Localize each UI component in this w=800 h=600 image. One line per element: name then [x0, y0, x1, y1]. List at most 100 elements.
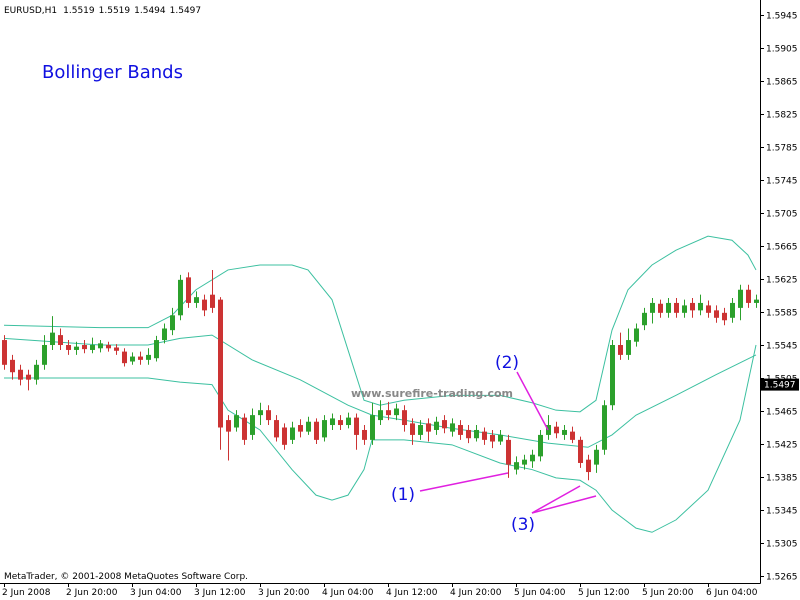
- candle-body: [42, 345, 47, 365]
- candle-body: [682, 305, 687, 313]
- candle-body: [482, 431, 487, 440]
- candle-body: [242, 417, 247, 440]
- header-open: 1.5519: [63, 6, 95, 16]
- candle-body: [282, 427, 287, 445]
- candle-body: [34, 364, 39, 380]
- candle-body: [450, 423, 455, 432]
- symbol: EURUSD,H1: [4, 6, 57, 16]
- candle-body: [410, 423, 415, 435]
- x-tick-label: 4 Jun 04:00: [322, 588, 374, 598]
- candle-body: [82, 345, 87, 350]
- candle-body: [426, 423, 431, 432]
- candle-body: [610, 345, 615, 406]
- watermark: www.surefire-trading.com: [351, 387, 513, 400]
- header-high: 1.5519: [99, 6, 131, 16]
- candle-body: [634, 328, 639, 342]
- candle-body: [642, 312, 647, 326]
- candle-body: [26, 374, 31, 380]
- candle-body: [2, 340, 7, 365]
- candle-body: [498, 434, 503, 442]
- x-tick-label: 5 Jun 04:00: [514, 588, 566, 598]
- candle-body: [258, 410, 263, 416]
- candle-body: [666, 302, 671, 313]
- y-tick-label: 1.5785: [766, 144, 798, 154]
- annotation-line: [531, 485, 581, 514]
- candle-body: [730, 302, 735, 318]
- header-close: 1.5497: [170, 6, 202, 16]
- y-tick-label: 1.5905: [766, 45, 798, 55]
- candle-body: [618, 345, 623, 355]
- candle-body: [394, 408, 399, 416]
- candle-body: [146, 354, 151, 360]
- candle-body: [530, 454, 535, 462]
- candle-body: [322, 420, 327, 438]
- y-tick-label: 1.5625: [766, 276, 798, 286]
- annotation-lines: [419, 371, 597, 514]
- candle-body: [50, 332, 55, 346]
- y-tick-label: 1.5385: [766, 474, 798, 484]
- candle-body: [602, 405, 607, 450]
- candle-body: [18, 369, 23, 380]
- candle-body: [178, 279, 183, 316]
- y-tick-label: 1.5825: [766, 111, 798, 121]
- candle-body: [650, 302, 655, 313]
- annotation: (2): [495, 353, 519, 373]
- candle-body: [514, 462, 519, 470]
- annotation-line: [531, 495, 597, 514]
- candle-body: [490, 434, 495, 442]
- candle-body: [330, 418, 335, 426]
- candle-body: [754, 299, 759, 303]
- candle-body: [554, 426, 559, 434]
- candle-body: [122, 351, 127, 364]
- bollinger-band: [4, 344, 757, 533]
- y-tick-label: 1.5345: [766, 507, 798, 517]
- annotation: (3): [511, 515, 535, 535]
- candle-body: [266, 410, 271, 421]
- candle-body: [538, 434, 543, 457]
- x-tick-label: 4 Jun 20:00: [450, 588, 502, 598]
- y-tick-label: 1.5265: [766, 573, 798, 583]
- candle-body: [106, 345, 111, 349]
- candle-body: [346, 417, 351, 426]
- x-tick-label: 5 Jun 12:00: [578, 588, 630, 598]
- current-price-label: 1.5497: [764, 381, 796, 391]
- y-tick-label: 1.5465: [766, 408, 798, 418]
- x-tick-label: 3 Jun 12:00: [194, 588, 246, 598]
- candle-body: [10, 359, 15, 373]
- candle-body: [474, 429, 479, 439]
- candle-body: [378, 410, 383, 421]
- header-low: 1.5494: [134, 6, 166, 16]
- candle-body: [434, 421, 439, 430]
- candle-body: [370, 415, 375, 440]
- candle-body: [154, 340, 159, 359]
- x-tick-label: 3 Jun 04:00: [130, 588, 182, 598]
- candle-body: [506, 439, 511, 465]
- candle-body: [90, 345, 95, 350]
- candle-body: [170, 315, 175, 331]
- y-tick-label: 1.5705: [766, 210, 798, 220]
- candle-body: [674, 302, 679, 313]
- candle-body: [586, 459, 591, 473]
- candle-body: [306, 421, 311, 432]
- candle-body: [578, 439, 583, 463]
- annotation-line: [419, 472, 509, 492]
- candle-body: [98, 343, 103, 349]
- candle-body: [546, 425, 551, 435]
- x-tick-label: 2 Jun 20:00: [66, 588, 118, 598]
- candle-body: [218, 299, 223, 428]
- candle-body: [722, 312, 727, 321]
- candle-body: [210, 294, 215, 308]
- x-tick-label: 6 Jun 04:00: [706, 588, 758, 598]
- candle-body: [738, 289, 743, 308]
- candle-body: [570, 431, 575, 440]
- candle-body: [442, 420, 447, 429]
- candle-body: [298, 425, 303, 432]
- plot-area: [2, 235, 759, 533]
- candle-body: [202, 299, 207, 311]
- candle-body: [706, 305, 711, 313]
- candle-body: [74, 346, 79, 350]
- y-tick-label: 1.5585: [766, 309, 798, 319]
